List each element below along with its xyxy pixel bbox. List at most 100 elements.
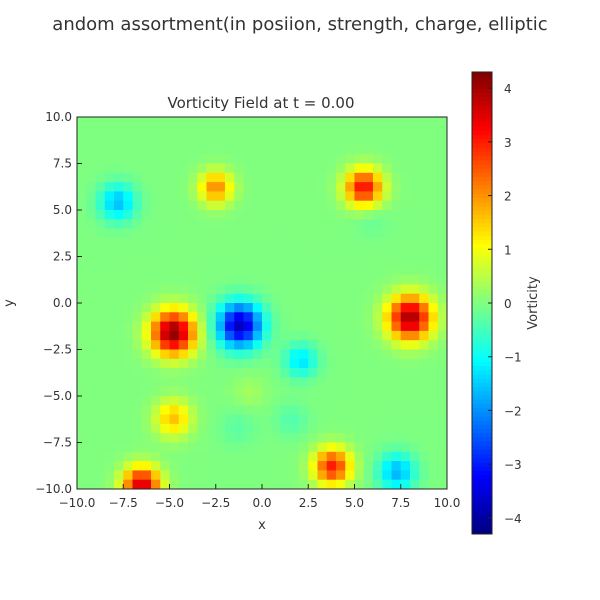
heatmap-cell <box>354 191 365 202</box>
heatmap-cell <box>345 210 355 220</box>
heatmap-cell <box>382 237 392 248</box>
heatmap-cell <box>95 135 106 146</box>
heatmap-cell <box>410 368 420 378</box>
heatmap-cell <box>262 303 272 313</box>
heatmap-cell <box>104 451 115 462</box>
heatmap-cell <box>132 377 143 388</box>
heatmap-cell <box>289 470 300 481</box>
heatmap-cell <box>391 154 402 164</box>
heatmap-cell <box>188 182 198 192</box>
heatmap-cell <box>234 219 244 230</box>
heatmap-cell <box>225 433 235 443</box>
heatmap-cell <box>225 340 235 350</box>
heatmap-cell <box>243 442 254 453</box>
heatmap-cell <box>354 396 365 406</box>
heatmap-cell <box>382 312 392 323</box>
heatmap-cell <box>234 377 244 388</box>
heatmap-cell <box>252 210 263 220</box>
heatmap-cell <box>317 377 328 388</box>
heatmap-cell <box>160 154 170 164</box>
heatmap-cell <box>308 377 318 388</box>
heatmap-cell <box>151 163 161 174</box>
heatmap-cell <box>86 172 96 183</box>
heatmap-cell <box>391 479 402 490</box>
heatmap-cell <box>123 191 133 202</box>
heatmap-cell <box>363 433 374 443</box>
heatmap-cell <box>151 312 161 323</box>
heatmap-cell <box>123 479 133 490</box>
colorbar-tick-label: 2 <box>504 190 512 204</box>
heatmap-cell <box>132 200 143 211</box>
colorbar-segment <box>472 84 492 90</box>
heatmap-cell <box>141 200 152 211</box>
heatmap-cell <box>178 358 189 369</box>
heatmap-cell <box>188 275 198 285</box>
heatmap-cell <box>308 182 318 192</box>
heatmap-cell <box>262 144 272 155</box>
heatmap-cell <box>428 144 439 155</box>
heatmap-cell <box>141 265 152 276</box>
heatmap-cell <box>428 442 439 453</box>
heatmap-cell <box>345 191 355 202</box>
heatmap-cell <box>326 349 337 360</box>
colorbar-segment <box>472 252 492 258</box>
heatmap-cell <box>400 330 411 341</box>
heatmap-cell <box>345 414 355 425</box>
heatmap-cell <box>86 340 96 350</box>
heatmap-cell <box>169 154 180 164</box>
heatmap-cell <box>382 321 392 332</box>
heatmap-cell <box>280 312 291 323</box>
heatmap-cell <box>151 442 161 453</box>
heatmap-cell <box>363 237 374 248</box>
heatmap-cell <box>382 228 392 239</box>
heatmap-cell <box>178 461 189 471</box>
heatmap-cell <box>280 154 291 164</box>
heatmap-cell <box>289 461 300 471</box>
heatmap-cell <box>252 405 263 416</box>
heatmap-cell <box>169 396 180 406</box>
heatmap-cell <box>188 368 198 378</box>
heatmap-cell <box>363 247 374 257</box>
heatmap-cell <box>169 312 180 323</box>
heatmap-cell <box>234 442 244 453</box>
heatmap-cell <box>252 330 263 341</box>
heatmap-cell <box>336 228 346 239</box>
heatmap-cell <box>188 321 198 332</box>
heatmap-cell <box>123 228 133 239</box>
heatmap-cell <box>95 358 106 369</box>
heatmap-cell <box>373 386 383 397</box>
heatmap-cell <box>234 303 244 313</box>
heatmap-cell <box>299 265 309 276</box>
heatmap-cell <box>437 303 448 313</box>
heatmap-cell <box>141 228 152 239</box>
heatmap-cell <box>271 200 281 211</box>
heatmap-cell <box>391 340 402 350</box>
heatmap-cell <box>252 386 263 397</box>
colorbar-segment <box>472 345 492 350</box>
heatmap-cell <box>77 303 87 313</box>
heatmap-cell <box>345 349 355 360</box>
heatmap-cell <box>151 414 161 425</box>
heatmap-cell <box>104 275 115 285</box>
heatmap-cell <box>86 182 96 192</box>
heatmap-cell <box>262 275 272 285</box>
heatmap-cell <box>437 117 448 127</box>
heatmap-cell <box>382 144 392 155</box>
y-tick-label: −2.5 <box>43 343 72 357</box>
heatmap-cell <box>206 461 217 471</box>
heatmap-cell <box>215 303 226 313</box>
heatmap-cell <box>252 479 263 490</box>
heatmap-cell <box>95 451 106 462</box>
heatmap-cell <box>95 228 106 239</box>
heatmap-cell <box>243 247 254 257</box>
heatmap-cell <box>234 321 244 332</box>
heatmap-cell <box>428 321 439 332</box>
heatmap-cell <box>141 163 152 174</box>
heatmap-cell <box>382 275 392 285</box>
heatmap-cell <box>206 247 217 257</box>
heatmap-cell <box>160 219 170 230</box>
heatmap-cell <box>234 340 244 350</box>
heatmap-cell <box>77 182 87 192</box>
heatmap-cell <box>271 368 281 378</box>
heatmap-cell <box>326 256 337 267</box>
